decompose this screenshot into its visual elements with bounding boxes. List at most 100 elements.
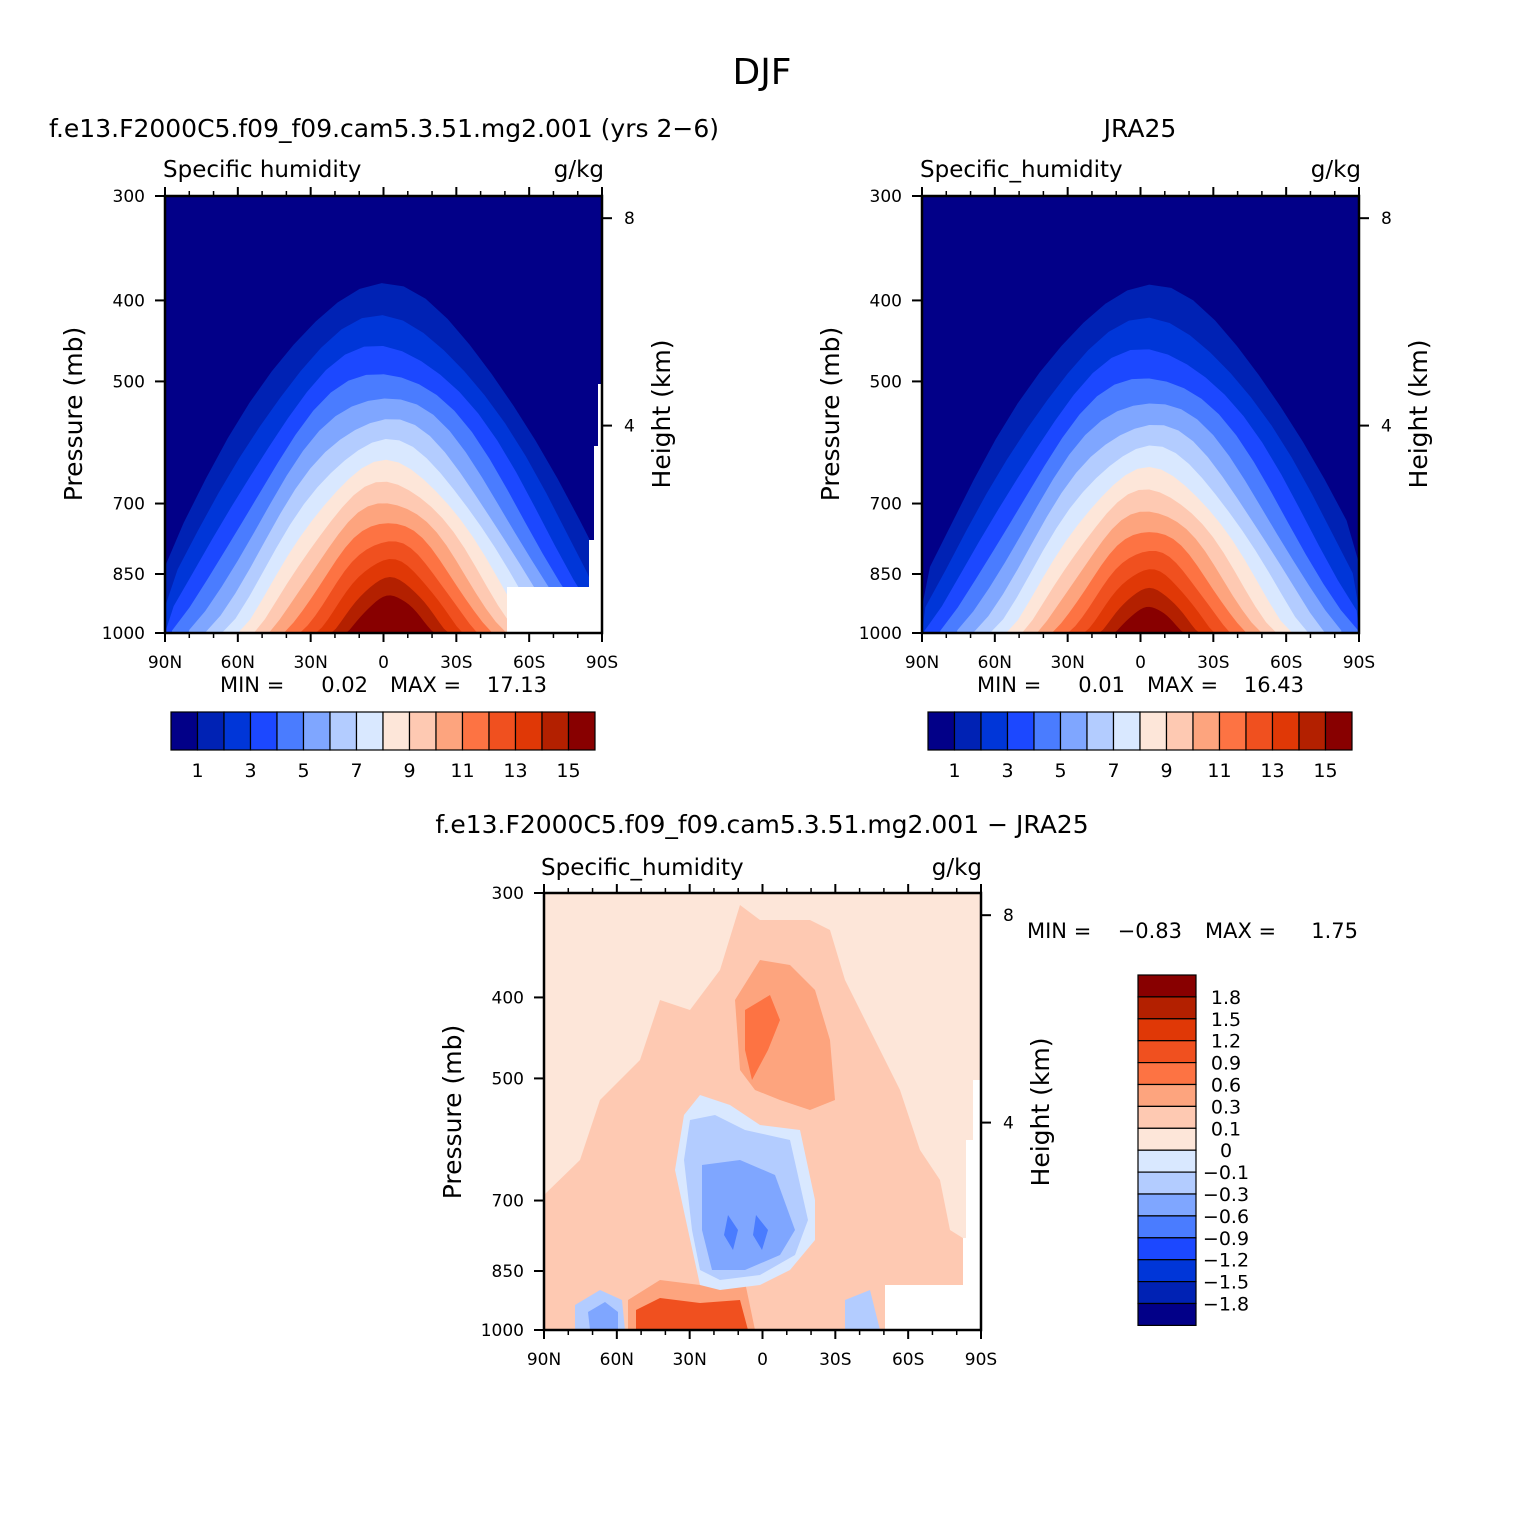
obs-x-tick-label: 90S (1343, 653, 1375, 673)
model-y-tick-label: 300 (113, 187, 145, 207)
model-colorbar-swatch (461, 711, 490, 751)
diff-x-tick-label: 90S (965, 1350, 997, 1370)
diff-y-tick-label: 500 (492, 1069, 524, 1089)
diff-colorbar-label: −1.5 (1203, 1272, 1249, 1294)
diff-colorbar-swatch (1137, 1040, 1197, 1064)
diff-colorbar-label: −1.2 (1203, 1250, 1249, 1272)
diff-colorbar-label: 0.1 (1211, 1118, 1241, 1140)
obs-colorbar-label: 15 (1313, 760, 1337, 782)
model-colorbar-swatch (514, 711, 543, 751)
obs-colorbar-swatch (1059, 711, 1088, 751)
model-colorbar-swatch (249, 711, 278, 751)
model-y-tick-label: 1000 (102, 624, 145, 644)
obs-y-tick-label: 1000 (859, 624, 902, 644)
diff-y-tick-label: 400 (492, 988, 524, 1008)
panel-obs-ylabel-right: Height (km) (1404, 340, 1433, 489)
panel-obs-units: g/kg (1311, 157, 1361, 183)
diff-region-negative-0.3 (702, 1160, 795, 1270)
diff-colorbar-swatch (1137, 1171, 1197, 1195)
diff-colorbar-label: 0.9 (1211, 1053, 1241, 1075)
panel-diff-units: g/kg (932, 855, 982, 881)
diff-region-positive-0.3 (735, 960, 835, 1110)
panel-model: f.e13.F2000C5.f09_f09.cam5.3.51.mg2.001 … (49, 114, 719, 782)
model-colorbar-swatch (541, 711, 570, 751)
model-x-tick-label: 0 (378, 653, 389, 673)
diff-x-tick-label: 30S (819, 1350, 851, 1370)
panel-diff-missing-box (885, 1285, 980, 1330)
diff-colorbar-swatch (1137, 1061, 1197, 1086)
model-colorbar-label: 15 (556, 760, 580, 782)
diff-right-tick-label: 4 (1003, 1114, 1014, 1134)
panel-obs-title: JRA25 (1102, 114, 1177, 143)
model-x-tick-label: 90N (148, 653, 182, 673)
panel-obs-contours (922, 284, 1359, 633)
obs-colorbar-swatch (1086, 711, 1115, 751)
diff-colorbar-swatch (1137, 1018, 1197, 1042)
obs-colorbar-label: 5 (1054, 760, 1066, 782)
diff-colorbar-swatch (1137, 1193, 1197, 1217)
obs-contour-band (1113, 606, 1185, 633)
panel-obs-right-axis: 84 (1359, 209, 1392, 437)
model-y-tick-label: 400 (113, 291, 145, 311)
panel-diff-max-label: MAX = (1205, 919, 1276, 943)
diff-region-negative-0.6 (724, 1215, 768, 1250)
model-y-tick-label: 500 (113, 372, 145, 392)
panel-model-colorbar: 1 3 5 7 9 11 13 15 (170, 711, 596, 782)
diff-colorbar-label: 1.8 (1211, 987, 1241, 1009)
diff-x-tick-label: 60S (892, 1350, 924, 1370)
panel-model-min-value: 0.02 (321, 673, 368, 697)
obs-colorbar-swatch (1033, 711, 1062, 751)
model-colorbar-swatch (223, 711, 252, 751)
model-colorbar-label: 13 (503, 760, 527, 782)
diff-region-positive-0.6 (745, 995, 780, 1080)
diff-colorbar-label: 0.3 (1211, 1096, 1241, 1118)
obs-colorbar-swatch (1165, 711, 1194, 751)
model-contour-band (360, 613, 422, 633)
panel-model-contours (165, 283, 602, 633)
panel-model-max-value: 17.13 (487, 673, 547, 697)
model-right-tick-label: 8 (624, 209, 635, 229)
model-x-tick-label: 30N (293, 653, 327, 673)
panel-diff-ylabel-right: Height (km) (1026, 1038, 1055, 1187)
model-colorbar-swatch (408, 711, 437, 751)
obs-colorbar-swatch (980, 711, 1009, 751)
obs-contour-band (1128, 625, 1170, 633)
panel-model-plot (163, 194, 604, 635)
obs-x-tick-label: 30S (1197, 653, 1229, 673)
diff-y-tick-label: 1000 (481, 1321, 524, 1341)
diff-colorbar-label: 1.2 (1211, 1031, 1241, 1053)
obs-colorbar-swatch (1192, 711, 1221, 751)
obs-x-tick-label: 90N (905, 653, 939, 673)
model-colorbar-swatch (276, 711, 305, 751)
model-x-tick-label: 90S (586, 653, 618, 673)
panel-diff-min-value: −0.83 (1118, 919, 1182, 943)
diff-colorbar-label: −1.8 (1203, 1294, 1249, 1316)
model-colorbar-swatch (488, 711, 517, 751)
panel-diff-left-label: Specific_humidity (541, 855, 744, 881)
obs-colorbar-swatch (1139, 711, 1168, 751)
obs-colorbar-label: 11 (1207, 760, 1231, 782)
model-y-tick-label: 850 (113, 565, 145, 585)
panel-diff-x-axis: 90N 60N 30N 0 30S 60S 90S (527, 884, 997, 1370)
diff-y-tick-label: 700 (492, 1192, 524, 1212)
diff-colorbar-label: −0.6 (1203, 1206, 1249, 1228)
diff-region-positive-0.1 (544, 905, 966, 1330)
model-x-tick-label: 60N (221, 653, 255, 673)
panel-diff-title: f.e13.F2000C5.f09_f09.cam5.3.51.mg2.001 … (435, 810, 1088, 839)
model-colorbar-swatch (567, 711, 596, 751)
obs-y-tick-label: 700 (870, 495, 902, 515)
model-x-tick-label: 30S (440, 653, 472, 673)
obs-colorbar-label: 1 (948, 760, 960, 782)
obs-x-tick-label: 60N (978, 653, 1012, 673)
panel-model-ylabel-right: Height (km) (647, 340, 676, 489)
model-colorbar-swatch (355, 711, 384, 751)
model-colorbar-label: 1 (191, 760, 203, 782)
panel-model-title: f.e13.F2000C5.f09_f09.cam5.3.51.mg2.001 … (49, 114, 719, 143)
diff-colorbar-label: 0 (1220, 1140, 1232, 1162)
diff-region-positive-0.9 (636, 1298, 748, 1330)
obs-colorbar-label: 9 (1160, 760, 1172, 782)
obs-colorbar-label: 7 (1107, 760, 1119, 782)
diff-x-tick-label: 30N (672, 1350, 706, 1370)
panel-diff-right-axis: 84 (981, 906, 1014, 1134)
diff-colorbar-swatch (1137, 1259, 1197, 1283)
